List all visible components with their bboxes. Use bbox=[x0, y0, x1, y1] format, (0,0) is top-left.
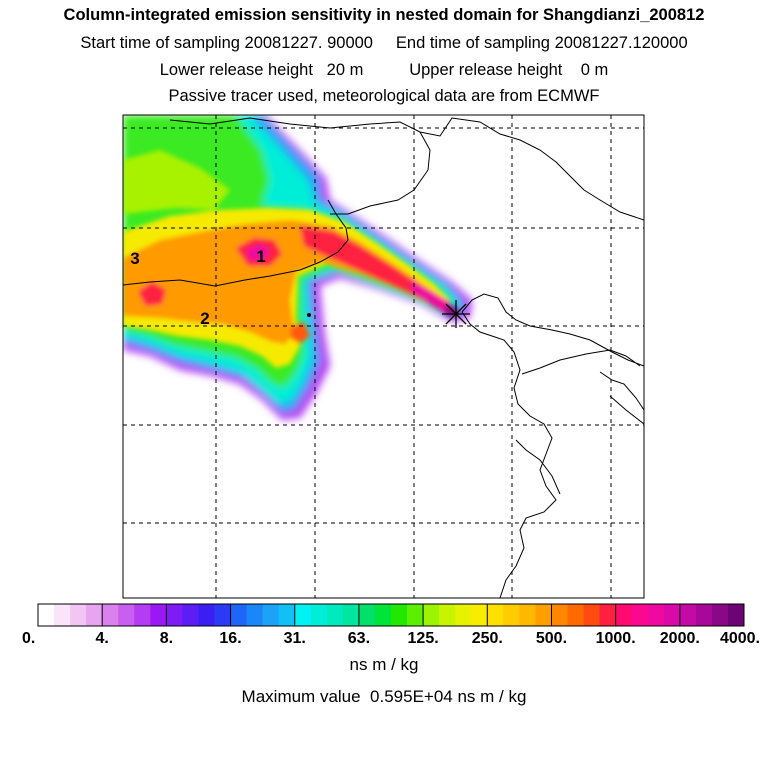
plume-core-magenta bbox=[246, 244, 270, 260]
release-height-line: Lower release height 20 m Upper release … bbox=[159, 61, 609, 79]
sampling-time-line: Start time of sampling 20081227. 90000 E… bbox=[80, 34, 688, 52]
border-line bbox=[123, 199, 349, 287]
receptor-station-icon bbox=[442, 300, 470, 328]
colorbar-swatch bbox=[631, 604, 649, 626]
colorbar-swatch bbox=[54, 604, 71, 626]
colorbar-swatch bbox=[342, 604, 360, 626]
map-frame bbox=[122, 114, 645, 599]
colorbar-tick-label: 125. bbox=[408, 630, 439, 647]
colorbar-tick-label: 1000. bbox=[596, 630, 636, 647]
colorbar-tick-label: 31. bbox=[284, 630, 306, 647]
colorbar-swatch bbox=[695, 604, 713, 626]
colorbar-swatch bbox=[503, 604, 520, 626]
plume-contour-magenta bbox=[410, 280, 454, 314]
colorbar-swatch bbox=[519, 604, 536, 626]
colorbar bbox=[37, 603, 745, 627]
colorbar-swatch bbox=[374, 604, 392, 626]
colorbar-swatch bbox=[535, 604, 552, 626]
colorbar-tick-label: 63. bbox=[348, 630, 370, 647]
colorbar-swatch bbox=[134, 604, 151, 626]
graticule bbox=[123, 115, 644, 598]
colorbar-swatch bbox=[358, 604, 376, 626]
coast-shandong bbox=[521, 349, 641, 375]
colorbar-swatch bbox=[214, 604, 231, 626]
colorbar-tick-label: 2000. bbox=[660, 630, 700, 647]
coast-lower bbox=[515, 439, 561, 495]
colorbar-swatch bbox=[423, 604, 440, 626]
colorbar-swatch bbox=[583, 604, 600, 626]
plume-core-region3 bbox=[138, 282, 166, 306]
coastlines bbox=[123, 117, 644, 598]
colorbar-swatch bbox=[278, 604, 296, 626]
colorbar-swatch bbox=[246, 604, 264, 626]
maximum-value-text: Maximum value 0.595E+04 ns m / kg bbox=[241, 687, 527, 706]
colorbar-swatch bbox=[86, 604, 103, 626]
colorbar-swatch bbox=[727, 604, 745, 626]
colorbar-swatch bbox=[326, 604, 344, 626]
colorbar-swatch bbox=[166, 604, 183, 626]
colorbar-tick-label: 16. bbox=[219, 630, 241, 647]
region-label-3: 3 bbox=[130, 249, 139, 268]
colorbar-swatch bbox=[455, 604, 472, 626]
colorbar-tick-label: 0. bbox=[22, 630, 35, 647]
colorbar-swatch bbox=[599, 604, 617, 626]
colorbar-swatch bbox=[102, 604, 119, 626]
colorbar-tick-labels: 0. 4. 8. 16. 31. 63. 125. 250. 500. 1000. 2000. 400… bbox=[22, 604, 760, 647]
colorbar-swatch bbox=[487, 604, 504, 626]
colorbar-swatch bbox=[567, 604, 584, 626]
emission-sensitivity-field bbox=[123, 115, 472, 420]
colorbar-swatch bbox=[615, 604, 633, 626]
plume-patch-lightgreen bbox=[123, 150, 230, 214]
colorbar-swatch bbox=[663, 604, 681, 626]
colorbar-swatch bbox=[407, 604, 424, 626]
colorbar-swatch bbox=[471, 604, 488, 626]
colorbar-frame bbox=[37, 603, 745, 627]
colorbar-tick-label: 8. bbox=[160, 630, 173, 647]
colorbar-swatch bbox=[230, 604, 247, 626]
colorbar-swatch bbox=[38, 604, 55, 626]
colorbar-swatch bbox=[118, 604, 135, 626]
colorbar-swatch bbox=[150, 604, 167, 626]
colorbar-swatch bbox=[679, 604, 697, 626]
colorbar-tick-label: 500. bbox=[536, 630, 567, 647]
city-dot bbox=[307, 313, 311, 317]
colorbar-swatch bbox=[551, 604, 568, 626]
colorbar-swatch bbox=[262, 604, 280, 626]
colorbar-tick-label: 250. bbox=[472, 630, 503, 647]
coast-korea bbox=[419, 117, 644, 221]
colorbar-swatch bbox=[294, 604, 312, 626]
colorbar-swatch bbox=[182, 604, 199, 626]
colorbar-units: ns m / kg bbox=[349, 655, 419, 674]
plume-core-south bbox=[290, 322, 310, 344]
colorbar-swatch bbox=[310, 604, 328, 626]
tracer-info-line: Passive tracer used, meteorological data… bbox=[168, 87, 600, 105]
colorbar-tick-label: 4. bbox=[96, 630, 109, 647]
region-label-2: 2 bbox=[200, 309, 209, 328]
coast-bohai bbox=[461, 293, 644, 367]
colorbar-swatch bbox=[198, 604, 215, 626]
colorbar-swatch bbox=[439, 604, 456, 626]
colorbar-swatch bbox=[647, 604, 665, 626]
colorbar-swatch bbox=[391, 604, 408, 626]
colorbar-swatch bbox=[70, 604, 87, 626]
region-label-1: 1 bbox=[256, 247, 265, 266]
colorbar-tick-label: 4000. bbox=[720, 630, 760, 647]
colorbar-swatch bbox=[711, 604, 729, 626]
coast-islands bbox=[599, 371, 644, 425]
plume-contour-red bbox=[300, 226, 442, 304]
coast-east bbox=[461, 311, 557, 598]
map-title: Column-integrated emission sensitivity i… bbox=[63, 6, 705, 24]
